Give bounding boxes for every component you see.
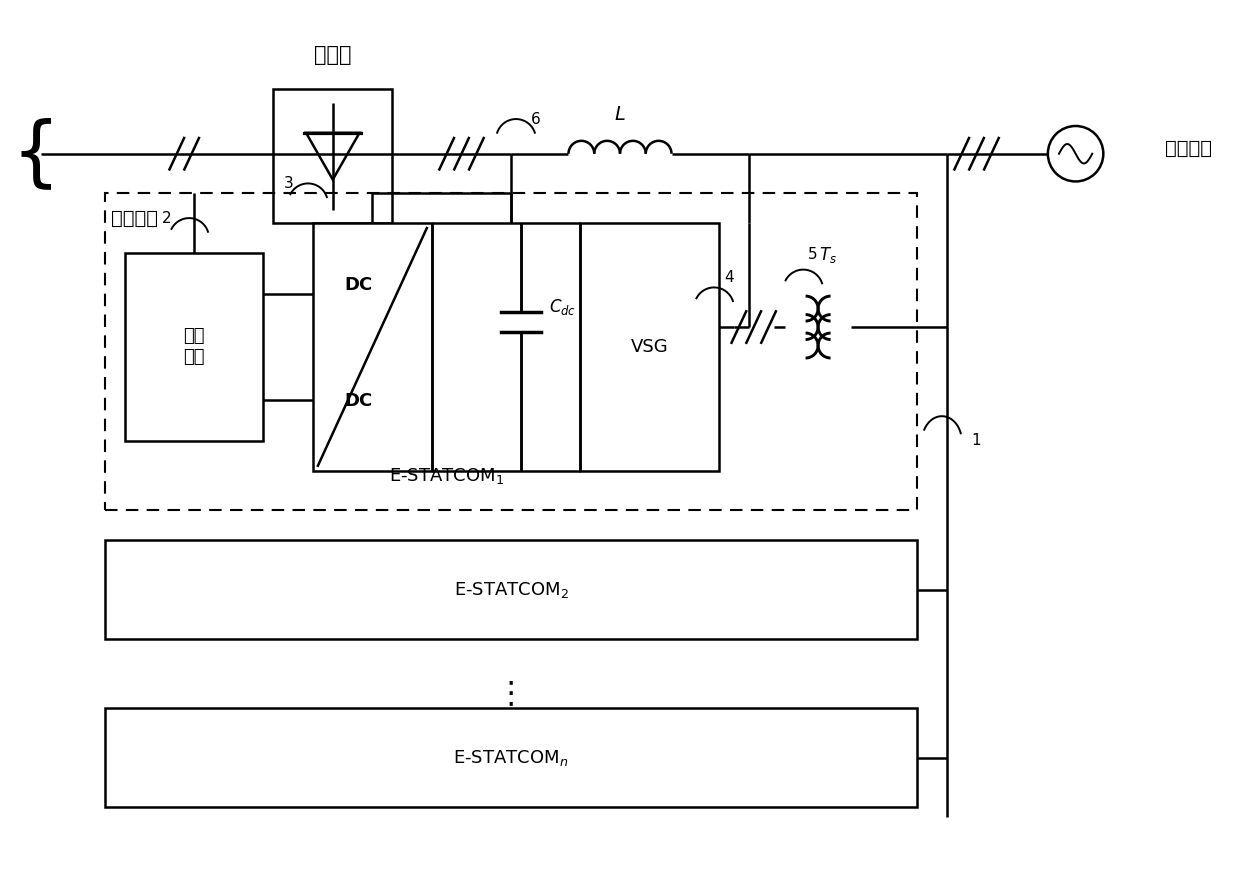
Text: {: { xyxy=(11,117,60,191)
Text: 直流母线: 直流母线 xyxy=(112,208,159,227)
Text: 4: 4 xyxy=(724,270,734,285)
Text: 5: 5 xyxy=(808,247,818,262)
Bar xyxy=(105,708,918,807)
Text: ⋮: ⋮ xyxy=(496,679,526,708)
Bar xyxy=(273,90,392,223)
Text: $T_s$: $T_s$ xyxy=(818,245,837,265)
Bar xyxy=(312,223,432,470)
Text: 逆变站: 逆变站 xyxy=(314,44,351,64)
Text: E-STATCOM$_2$: E-STATCOM$_2$ xyxy=(454,579,568,599)
Text: E-STATCOM$_1$: E-STATCOM$_1$ xyxy=(388,465,503,485)
Text: E-STATCOM$_n$: E-STATCOM$_n$ xyxy=(454,748,569,768)
Bar xyxy=(580,223,719,470)
Text: 3: 3 xyxy=(283,176,293,191)
Text: VSG: VSG xyxy=(631,338,668,356)
Text: $C_{dc}$: $C_{dc}$ xyxy=(548,297,575,317)
Text: 6: 6 xyxy=(531,111,541,126)
Text: DC: DC xyxy=(343,392,372,410)
Text: $L$: $L$ xyxy=(614,105,626,124)
Text: 储能
单元: 储能 单元 xyxy=(184,327,205,367)
Text: 1: 1 xyxy=(972,434,981,449)
Bar xyxy=(105,193,918,510)
Text: DC: DC xyxy=(343,276,372,294)
Bar xyxy=(125,253,263,441)
Text: 受端电网: 受端电网 xyxy=(1164,139,1211,159)
Text: 2: 2 xyxy=(161,211,171,226)
Bar xyxy=(105,540,918,639)
